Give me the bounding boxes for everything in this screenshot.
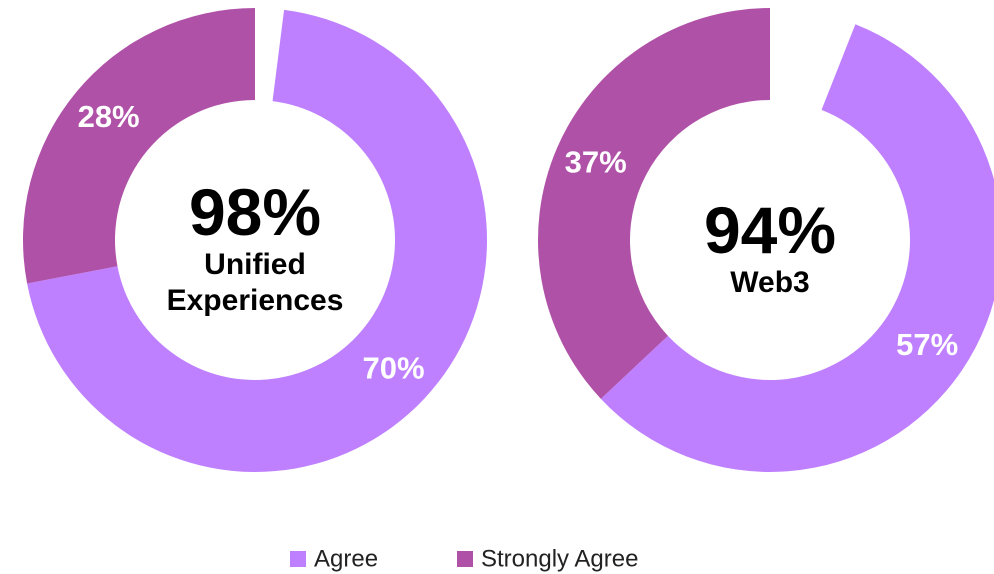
- center-text: Web3: [730, 266, 810, 299]
- value-label: 28%: [78, 99, 140, 134]
- donut-segment: [600, 24, 994, 472]
- center-label: 98% Unified Experiences: [145, 177, 365, 319]
- donut-segment: [27, 9, 488, 473]
- donut-segment: [22, 8, 256, 284]
- value-label: 37%: [565, 145, 627, 180]
- legend-label: Strongly Agree: [481, 545, 638, 572]
- legend-swatch: [457, 551, 473, 567]
- center-value: 94%: [703, 193, 837, 267]
- center-value: 98%: [188, 175, 322, 249]
- legend-label: Agree: [314, 545, 378, 572]
- center-label: 94% Web3: [660, 195, 880, 301]
- legend-swatch: [290, 551, 306, 567]
- value-label: 57%: [896, 327, 958, 362]
- donut-segment: [538, 7, 770, 399]
- center-text: Unified Experiences: [166, 248, 344, 317]
- value-label: 70%: [362, 350, 424, 385]
